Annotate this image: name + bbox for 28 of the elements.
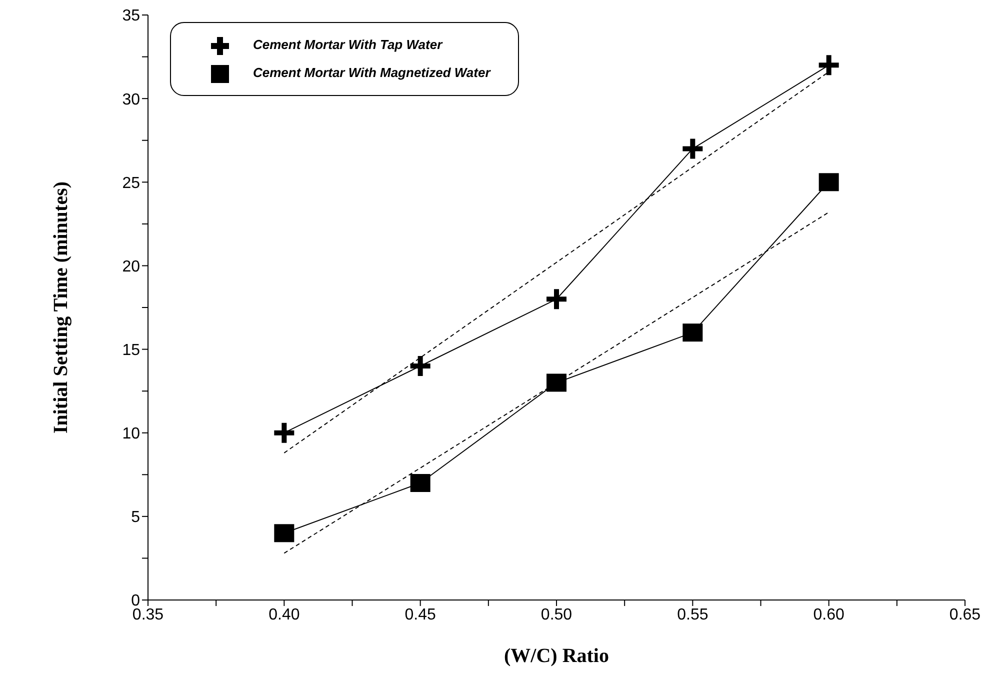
y-tick-label: 35 [122, 8, 140, 25]
x-tick-label: 0.55 [677, 606, 708, 624]
x-axis-title: (W/C) Ratio [504, 645, 609, 667]
point [274, 524, 294, 542]
x-tick-label: 0.40 [268, 606, 300, 624]
x-tick-label: 0.35 [132, 606, 164, 624]
point [410, 474, 430, 492]
point [546, 289, 566, 310]
point [682, 324, 703, 342]
point [546, 374, 566, 392]
point [410, 356, 430, 376]
y-tick-label: 5 [131, 509, 140, 526]
x-tick-label: 0.45 [404, 606, 436, 624]
y-tick-label: 20 [122, 258, 140, 276]
x-tick-label: 0.50 [540, 606, 572, 624]
y-tick-label: 15 [122, 342, 140, 359]
point [274, 422, 294, 443]
legend-label: Cement Mortar With Tap Water [253, 37, 442, 52]
x-tick-label: 0.60 [813, 606, 845, 624]
legend-label: Cement Mortar With Magnetized Water [253, 65, 490, 80]
y-tick-label: 30 [122, 91, 140, 108]
y-axis-title: Initial Setting Time (minutes) [50, 181, 72, 434]
point [818, 173, 839, 192]
y-tick-label: 10 [122, 426, 140, 443]
point [682, 138, 703, 159]
point [818, 55, 839, 76]
y-tick-label: 25 [122, 174, 140, 192]
x-tick-label: 0.65 [949, 606, 981, 624]
